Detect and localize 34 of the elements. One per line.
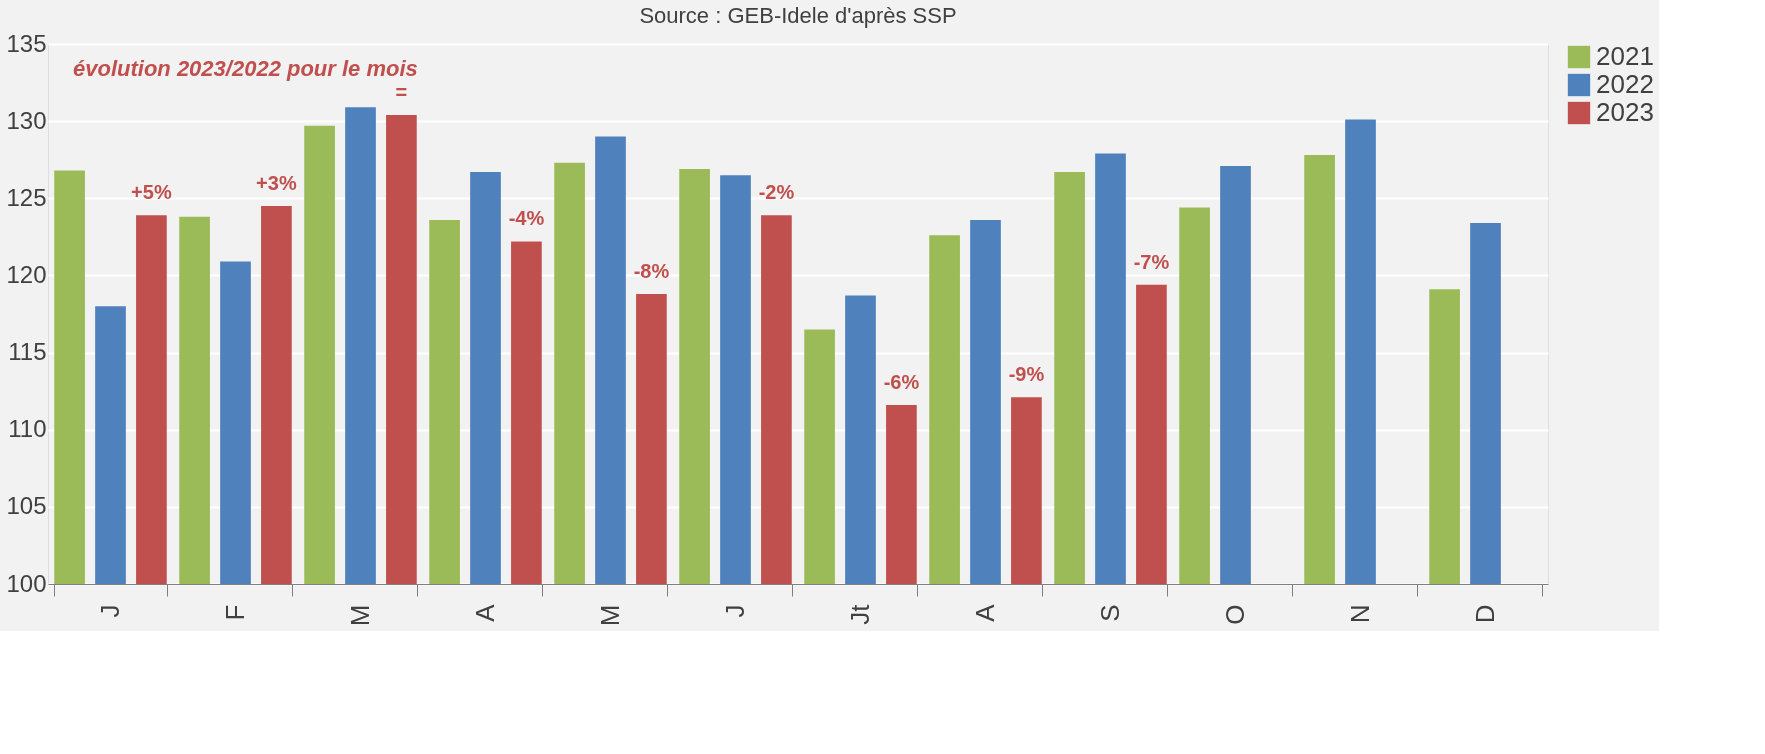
y-tick-label: 110 — [8, 415, 47, 443]
y-tick-label: 105 — [6, 492, 47, 520]
x-tick-label: N — [1345, 604, 1375, 624]
annotation: -2% — [758, 181, 795, 204]
x-tick-label: J — [95, 604, 125, 618]
y-tick-label: 115 — [8, 338, 47, 366]
y-tick-label: 130 — [6, 106, 47, 134]
annotation: -7% — [1133, 250, 1170, 273]
x-tick-label: A — [470, 603, 500, 622]
x-tick-label: D — [1470, 604, 1500, 624]
x-tick-label: A — [970, 603, 1000, 622]
annotation: +3% — [256, 172, 297, 194]
legend-label: 2023 — [1596, 97, 1654, 127]
x-tick-label: M — [595, 604, 625, 627]
annotation: évolution 2023/2022 pour le mois — [73, 56, 418, 81]
y-tick-label: 135 — [6, 29, 47, 57]
legend-label: 2021 — [1596, 41, 1654, 71]
annotation: -4% — [508, 207, 545, 230]
x-tick-label: J — [720, 604, 750, 618]
source-note: Source : GEB-Idele d'après SSP — [639, 3, 957, 28]
x-tick-label: Jt — [845, 603, 875, 625]
x-tick-label: F — [220, 604, 250, 621]
legend-label: 2022 — [1596, 69, 1654, 99]
y-tick-label: 120 — [6, 260, 47, 288]
y-tick-label: 100 — [6, 569, 47, 597]
y-tick-label: 125 — [6, 183, 47, 211]
annotation: = — [395, 80, 408, 103]
annotation: -9% — [1008, 363, 1045, 386]
x-tick-label: O — [1220, 604, 1250, 625]
x-tick-label: S — [1095, 604, 1125, 622]
annotation: -6% — [883, 371, 920, 394]
annotation: -8% — [633, 259, 670, 282]
x-tick-label: M — [345, 604, 375, 627]
annotation: +5% — [131, 181, 172, 204]
